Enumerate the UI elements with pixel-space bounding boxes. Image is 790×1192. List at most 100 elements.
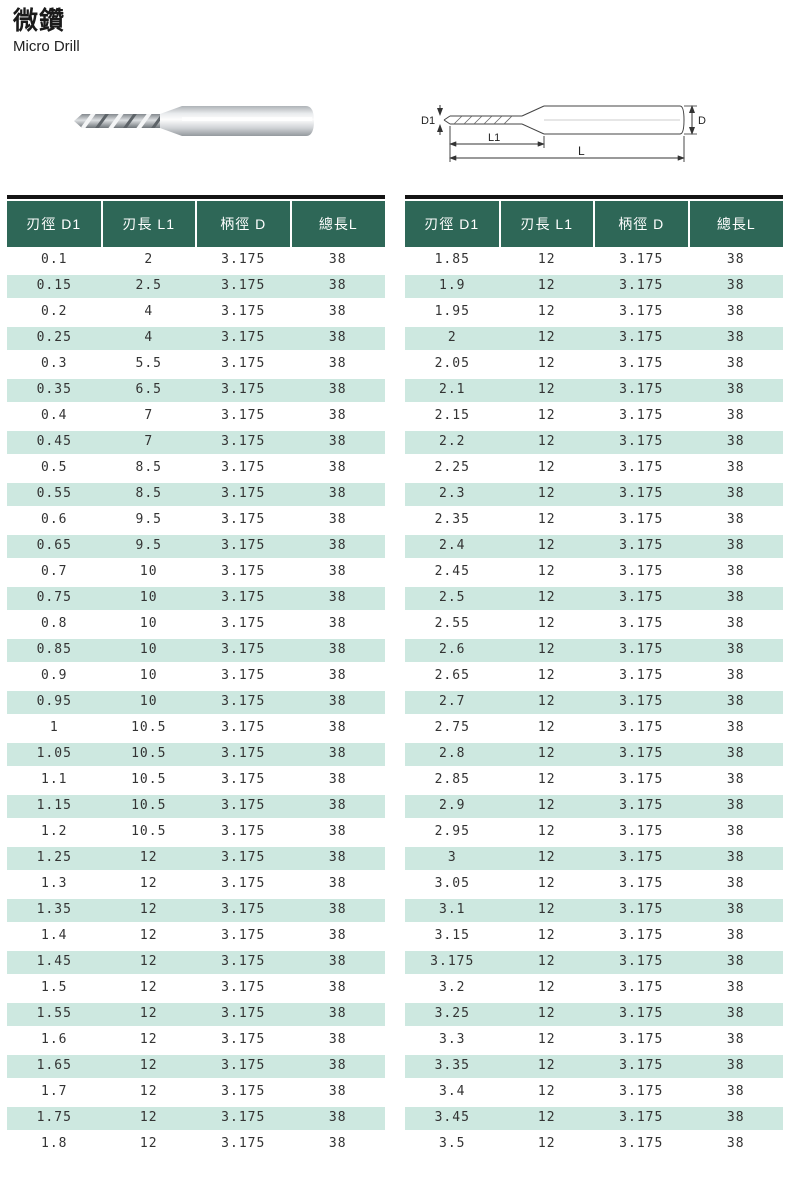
table-cell: 38 — [726, 824, 745, 839]
table-cell: 38 — [328, 512, 347, 527]
table-cell: 38 — [290, 324, 385, 351]
product-image-row: D1 D L1 — [0, 81, 790, 173]
table-cell: 2.5 — [405, 584, 500, 611]
drill-dimension-drawing: D1 D L1 — [420, 82, 710, 171]
table-cell: 1.35 — [7, 896, 102, 923]
table-cell: 38 — [726, 1032, 745, 1047]
col-header-overall-length: 總長L — [289, 200, 385, 247]
table-row: 0.3 5.5 3.175 38 — [7, 351, 385, 377]
table-cell: 3.175 — [221, 772, 266, 787]
table-cell: 3.2 — [439, 980, 466, 995]
table-cell: 3.175 — [594, 740, 689, 767]
table-row: 2.25 12 3.175 38 — [405, 455, 783, 481]
table-cell: 3.175 — [196, 428, 291, 455]
table-cell: 10 — [101, 584, 196, 611]
table-cell: 3.175 — [619, 668, 664, 683]
table-cell: 12 — [499, 688, 594, 715]
table-cell: 38 — [688, 1104, 783, 1131]
table-cell: 12 — [537, 876, 556, 891]
table-row: 2.85 12 3.175 38 — [405, 767, 783, 793]
table-cell: 2.75 — [434, 720, 470, 735]
table-top-bar — [405, 194, 783, 199]
table-cell: 12 — [499, 1000, 594, 1027]
table-row: 2.55 12 3.175 38 — [405, 611, 783, 637]
table-cell: 3.175 — [619, 356, 664, 371]
table-cell: 38 — [688, 948, 783, 975]
table-cell: 1.95 — [434, 304, 470, 319]
table-cell: 2 — [144, 252, 154, 267]
table-cell: 12 — [537, 252, 556, 267]
table-row: 0.9 10 3.175 38 — [7, 663, 385, 689]
table-cell: 3.1 — [405, 896, 500, 923]
table-cell: 3.4 — [439, 1084, 466, 1099]
table-row: 0.95 10 3.175 38 — [7, 688, 385, 715]
table-row: 3.05 12 3.175 38 — [405, 871, 783, 897]
drill-photo-svg — [74, 106, 314, 136]
table-cell: 38 — [328, 928, 347, 943]
table-cell: 38 — [290, 532, 385, 559]
table-cell: 2.9 — [405, 792, 500, 819]
table-cell: 10.5 — [131, 720, 167, 735]
table-row: 1.85 12 3.175 38 — [405, 247, 783, 273]
table-row: 1.6 12 3.175 38 — [7, 1027, 385, 1053]
table-cell: 38 — [726, 1084, 745, 1099]
table-cell: 38 — [328, 876, 347, 891]
table-cell: 3.175 — [619, 1084, 664, 1099]
table-cell: 3.175 — [619, 408, 664, 423]
table-cell: 38 — [726, 772, 745, 787]
table-cell: 3.175 — [221, 1136, 266, 1151]
table-cell: 12 — [139, 980, 158, 995]
table-cell: 2.4 — [405, 532, 500, 559]
table-cell: 3.175 — [594, 1000, 689, 1027]
table-cell: 1.2 — [41, 824, 68, 839]
table-row: 2.5 12 3.175 38 — [405, 584, 783, 611]
table-cell: 38 — [290, 428, 385, 455]
table-row: 1.55 12 3.175 38 — [7, 1000, 385, 1027]
table-cell: 12 — [537, 408, 556, 423]
table-cell: 12 — [499, 324, 594, 351]
table-cell: 2.35 — [434, 512, 470, 527]
table-row: 1.05 10.5 3.175 38 — [7, 740, 385, 767]
spec-table-right: 刃徑 D1 刃長 L1 柄徑 D 總長L 1.85 12 3.175 38 1.9 12 3… — [405, 200, 783, 1157]
table-cell: 38 — [290, 1104, 385, 1131]
drill-drawing-svg: D1 D L1 — [421, 105, 706, 162]
table-cell: 12 — [537, 1136, 556, 1151]
table-cell: 1 — [49, 720, 59, 735]
table-cell: 38 — [328, 356, 347, 371]
table-cell: 12 — [139, 928, 158, 943]
table-cell: 12 — [499, 428, 594, 455]
table-cell: 38 — [290, 584, 385, 611]
table-row: 1.8 12 3.175 38 — [7, 1131, 385, 1157]
table-cell: 12 — [537, 928, 556, 943]
table-cell: 38 — [726, 876, 745, 891]
table-cell: 2.65 — [434, 668, 470, 683]
table-cell: 3.175 — [196, 324, 291, 351]
table-cell: 9.5 — [135, 512, 162, 527]
table-cell: 7 — [144, 408, 154, 423]
table-cell: 38 — [328, 772, 347, 787]
table-row: 0.55 8.5 3.175 38 — [7, 480, 385, 507]
table-cell: 38 — [688, 324, 783, 351]
table-cell: 38 — [726, 564, 745, 579]
col-header-overall-length: 總長L — [687, 200, 783, 247]
table-cell: 3.175 — [221, 980, 266, 995]
table-cell: 2.85 — [434, 772, 470, 787]
table-row: 1.35 12 3.175 38 — [7, 896, 385, 923]
table-cell: 38 — [328, 564, 347, 579]
table-cell: 38 — [688, 740, 783, 767]
table-row: 1.3 12 3.175 38 — [7, 871, 385, 897]
table-cell: 3.175 — [619, 616, 664, 631]
table-cell: 3.175 — [619, 980, 664, 995]
table-row: 0.75 10 3.175 38 — [7, 584, 385, 611]
table-cell: 2.5 — [101, 272, 196, 299]
table-cell: 38 — [328, 460, 347, 475]
table-cell: 3.175 — [619, 928, 664, 943]
table-cell: 3.175 — [594, 792, 689, 819]
table-cell: 3.175 — [594, 584, 689, 611]
table-cell: 38 — [726, 616, 745, 631]
table-cell: 1.8 — [41, 1136, 68, 1151]
table-row: 2.35 12 3.175 38 — [405, 507, 783, 533]
table-cell: 1.55 — [7, 1000, 102, 1027]
table-cell: 12 — [537, 824, 556, 839]
